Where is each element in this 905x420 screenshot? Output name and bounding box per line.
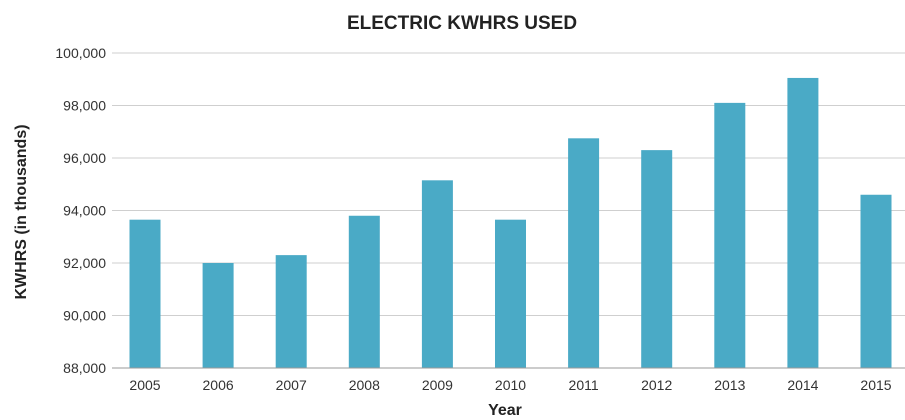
bar-2012 xyxy=(641,150,673,368)
x-tick-label: 2010 xyxy=(495,377,526,393)
x-axis-label: Year xyxy=(488,402,522,419)
bars xyxy=(129,77,892,368)
bar-2010 xyxy=(495,219,526,368)
x-axis-ticks: 2005 2006 2007 2008 2009 2010 2011 2012 2013 2014… xyxy=(129,377,891,393)
y-tick-label: 94,000 xyxy=(63,203,106,219)
x-tick-label: 2006 xyxy=(203,377,234,393)
bar-2013 xyxy=(714,102,746,368)
x-tick-label: 2014 xyxy=(787,377,818,393)
bar-2006 xyxy=(202,263,234,368)
chart-title: ELECTRIC KWHRS USED xyxy=(347,13,577,34)
x-tick-label: 2011 xyxy=(569,377,599,393)
y-tick-label: 90,000 xyxy=(63,308,106,324)
x-tick-label: 2008 xyxy=(349,377,380,393)
bar-2014 xyxy=(787,77,819,368)
bar-2009 xyxy=(421,180,453,368)
bar-2005 xyxy=(129,219,161,368)
y-tick-label: 96,000 xyxy=(63,150,106,166)
y-axis-label: KWHRS (in thousands) xyxy=(13,124,30,299)
y-tick-label: 88,000 xyxy=(63,360,106,376)
bar-2008 xyxy=(348,215,380,368)
x-tick-label: 2015 xyxy=(860,377,891,393)
y-tick-label: 100,000 xyxy=(55,45,106,61)
gridlines xyxy=(112,52,905,316)
y-tick-label: 92,000 xyxy=(63,255,106,271)
x-tick-label: 2007 xyxy=(276,377,307,393)
bar-2011 xyxy=(568,138,600,368)
y-tick-label: 98,000 xyxy=(63,98,106,114)
x-tick-label: 2009 xyxy=(422,377,453,393)
y-axis-ticks: 88,000 90,000 92,000 94,000 96,000 98,000 100,… xyxy=(55,45,106,376)
x-tick-label: 2005 xyxy=(129,377,160,393)
bar-2007 xyxy=(275,255,307,368)
bar-2015 xyxy=(860,194,892,368)
x-tick-label: 2013 xyxy=(714,377,745,393)
x-tick-label: 2012 xyxy=(641,377,672,393)
